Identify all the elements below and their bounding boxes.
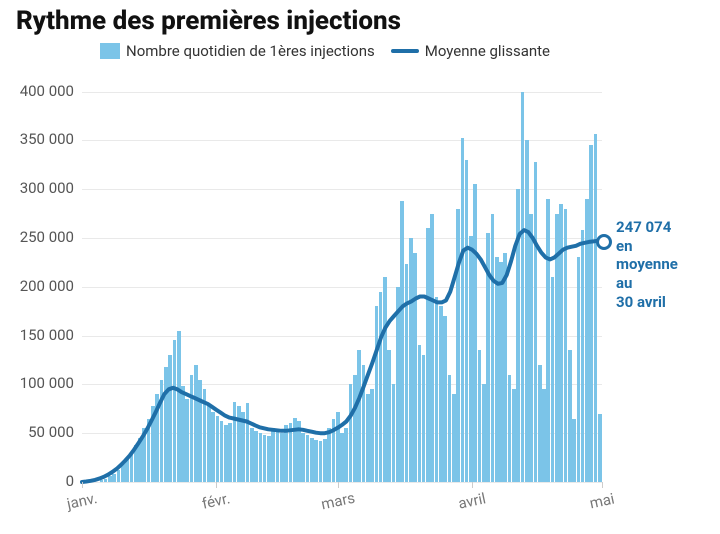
legend: Nombre quotidien de 1ères injections Moy…	[100, 42, 550, 60]
x-tick	[602, 482, 603, 488]
y-tick-label: 100 000	[4, 374, 74, 392]
y-tick-label: 300 000	[4, 179, 74, 197]
x-tick	[216, 482, 217, 488]
annotation-dot	[596, 234, 612, 250]
plot-area: 050 000100 000150 000200 000250 000300 0…	[82, 72, 602, 482]
x-tick	[472, 482, 473, 488]
legend-swatch-line	[391, 49, 419, 53]
x-tick-label: avril	[457, 489, 488, 512]
legend-item-line: Moyenne glissante	[391, 42, 550, 60]
x-tick	[82, 482, 83, 488]
chart-container: Rythme des premières injections Nombre q…	[0, 0, 720, 534]
legend-label-bars: Nombre quotidien de 1ères injections	[126, 42, 375, 60]
x-tick-label: mars	[319, 489, 356, 514]
y-tick-label: 400 000	[4, 82, 74, 100]
y-tick-label: 250 000	[4, 228, 74, 246]
legend-label-line: Moyenne glissante	[425, 42, 550, 60]
chart-title: Rythme des premières injections	[16, 6, 401, 36]
x-tick-label: févr.	[201, 489, 232, 512]
legend-swatch-bar	[100, 43, 120, 59]
annotation-text: 247 074 enmoyenne au30 avril	[616, 218, 678, 312]
gridline	[82, 482, 602, 483]
moving-average-line	[82, 72, 602, 482]
x-tick	[338, 482, 339, 488]
x-tick-label: mai	[588, 490, 616, 513]
x-tick-label: janv.	[65, 489, 99, 513]
y-tick-label: 350 000	[4, 130, 74, 148]
y-tick-label: 50 000	[4, 423, 74, 441]
legend-item-bars: Nombre quotidien de 1ères injections	[100, 42, 375, 60]
y-tick-label: 0	[4, 472, 74, 490]
y-tick-label: 150 000	[4, 326, 74, 344]
y-tick-label: 200 000	[4, 277, 74, 295]
